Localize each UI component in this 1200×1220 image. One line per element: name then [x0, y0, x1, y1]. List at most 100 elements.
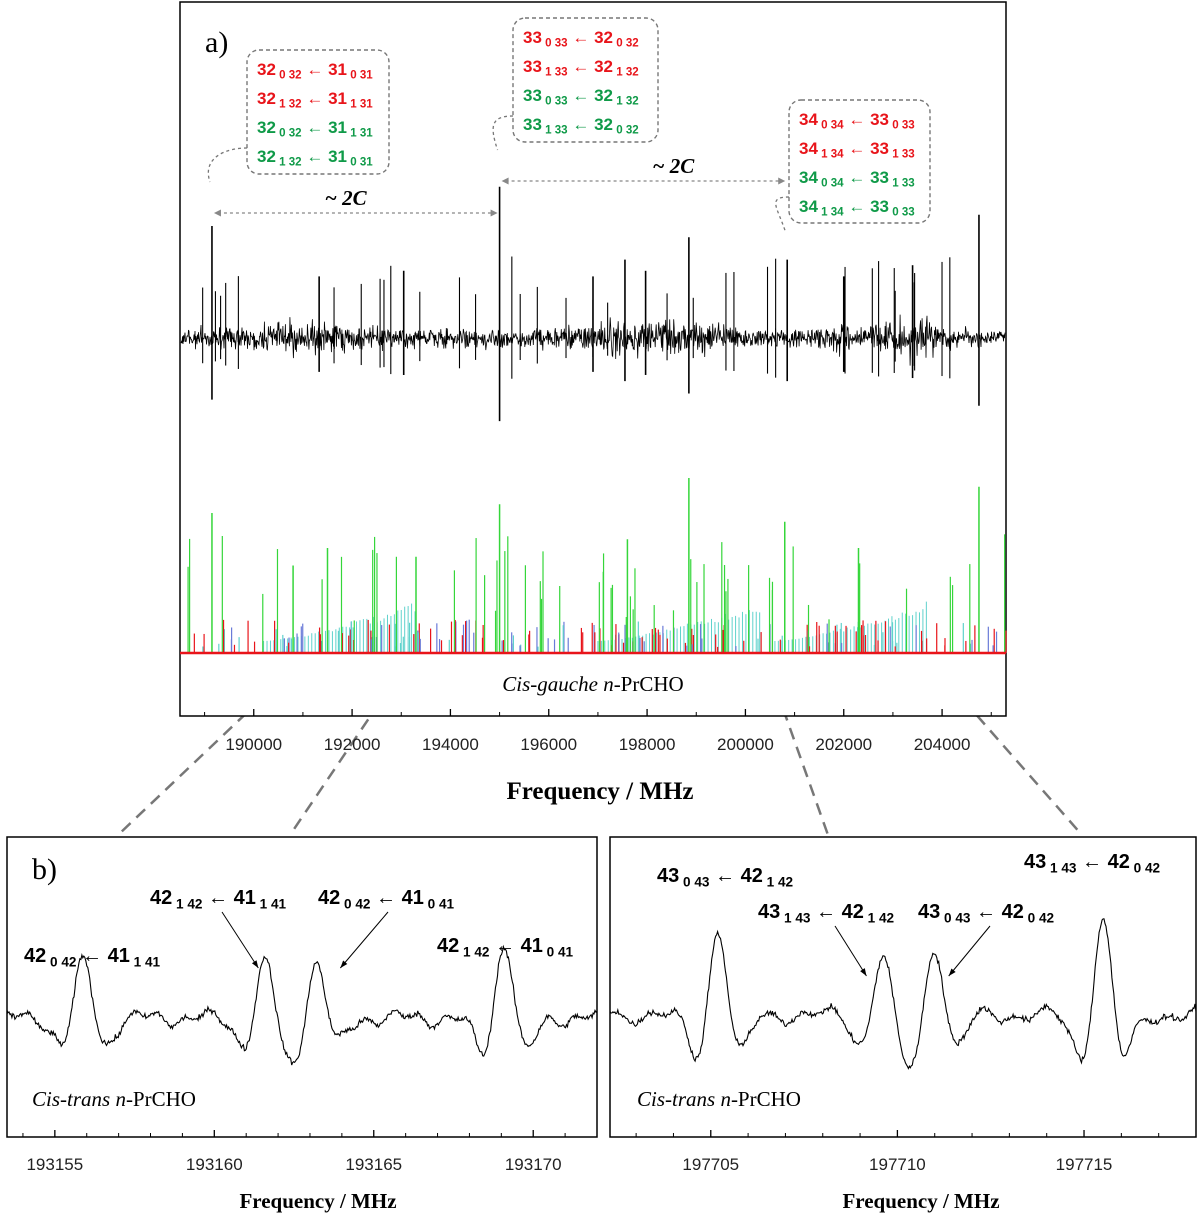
x-tick-label: 200000 [717, 735, 774, 754]
arrow: ← [810, 901, 841, 923]
expanded-trace [609, 918, 1197, 1070]
lower-ka-kc: 0 42 [1130, 860, 1161, 875]
transition-label: 34 0 34 ← 33 0 33 [799, 110, 915, 132]
x-tick-label: 193165 [345, 1155, 402, 1174]
spacing-label: ~ 2C [325, 186, 368, 210]
panel-b-right-x-ticks: 197705 197710 197715 [635, 1130, 1160, 1174]
arrow: ← [76, 945, 107, 967]
panel-a-x-ticks: 190000 192000 194000 196000 198000 200000 2020… [204, 709, 992, 754]
experimental-spectrum [180, 186, 1006, 422]
pointer-head [340, 960, 348, 968]
panel-b-left-x-axis-title: Frequency / MHz [239, 1189, 396, 1213]
upper-ka-kc: 0 43 [679, 874, 710, 889]
upper-j: 42 [24, 945, 46, 967]
upper-j: 32 [257, 147, 276, 166]
x-tick-label: 193160 [186, 1155, 243, 1174]
upper-j: 33 [523, 86, 542, 105]
pointer-line [948, 925, 991, 977]
lower-j: 32 [594, 115, 613, 134]
lower-j: 32 [594, 86, 613, 105]
species-rest: -PrCHO [731, 1087, 801, 1111]
upper-ka-kc: 1 42 [459, 944, 490, 959]
upper-j: 42 [318, 887, 340, 909]
species-n: n [115, 1087, 126, 1111]
upper-ka-kc: 0 32 [276, 128, 302, 140]
transition-label: 32 0 32 ← 31 1 31 [257, 118, 373, 140]
x-tick-label: 194000 [422, 735, 479, 754]
species-italic: Cis-trans [637, 1087, 715, 1111]
upper-ka-kc: 1 43 [780, 910, 811, 925]
panel-a: a) Cis-gauche n-PrCHO 190000 192000 194000… [179, 1, 1007, 805]
lower-ka-kc: 0 41 [543, 944, 574, 959]
lower-ka-kc: 0 33 [889, 207, 915, 219]
upper-j: 43 [1024, 851, 1046, 873]
upper-ka-kc: 0 33 [542, 96, 568, 108]
arrow: ← [970, 901, 1001, 923]
lower-j: 42 [1002, 901, 1024, 923]
expanded-trace [6, 944, 598, 1066]
transition-box-connector [775, 196, 790, 232]
arrow: ← [302, 118, 328, 137]
lower-ka-kc: 1 41 [256, 896, 287, 911]
transition-label: 42 1 42 ← 41 1 41 [150, 887, 287, 911]
upper-j: 34 [799, 197, 818, 216]
upper-j: 32 [257, 60, 276, 79]
panel-a-label: a) [205, 26, 228, 59]
x-tick-label: 196000 [520, 735, 577, 754]
lower-ka-kc: 1 33 [889, 178, 915, 190]
lower-j: 32 [594, 57, 613, 76]
pointer-line [339, 911, 389, 969]
species-n: n [603, 672, 614, 696]
transition-box [512, 17, 659, 143]
upper-ka-kc: 1 32 [276, 157, 302, 169]
lower-j: 33 [870, 168, 889, 187]
upper-ka-kc: 1 33 [542, 67, 568, 79]
x-tick-label: 197710 [869, 1155, 926, 1174]
lower-j: 31 [328, 147, 347, 166]
x-tick-label: 204000 [914, 735, 971, 754]
upper-ka-kc: 1 33 [542, 125, 568, 137]
transition-label: 42 0 42 ← 41 1 41 [24, 945, 161, 969]
x-tick-label: 193170 [505, 1155, 562, 1174]
x-tick-label: 193155 [26, 1155, 83, 1174]
lower-j: 42 [842, 901, 864, 923]
transition-label: 33 0 33 ← 32 0 32 [523, 28, 639, 50]
lower-j: 42 [1108, 851, 1130, 873]
upper-ka-kc: 0 42 [46, 954, 77, 969]
arrow: ← [568, 57, 594, 76]
lower-ka-kc: 0 31 [347, 70, 373, 82]
transition-label: 33 1 33 ← 32 1 32 [523, 57, 639, 79]
upper-ka-kc: 0 33 [542, 38, 568, 50]
panel-b-left-x-ticks: 193155 193160 193165 193170 [22, 1130, 566, 1174]
lower-ka-kc: 1 41 [130, 954, 161, 969]
lower-ka-kc: 1 32 [613, 96, 639, 108]
pointer-head [948, 968, 956, 976]
panel-b-right-trace [609, 918, 1197, 1070]
x-tick-label: 198000 [619, 735, 676, 754]
lower-j: 41 [108, 945, 130, 967]
upper-j: 32 [257, 89, 276, 108]
lower-ka-kc: 1 42 [864, 910, 895, 925]
lower-j: 33 [870, 139, 889, 158]
transition-label: 43 1 43 ← 42 0 42 [1024, 851, 1161, 875]
transition-label: 32 1 32 ← 31 1 31 [257, 89, 373, 111]
upper-j: 32 [257, 118, 276, 137]
spacing-arrow-head [501, 177, 509, 185]
arrow: ← [489, 935, 520, 957]
upper-j: 34 [799, 168, 818, 187]
upper-j: 42 [150, 887, 172, 909]
lower-ka-kc: 1 32 [613, 67, 639, 79]
x-tick-label: 197705 [682, 1155, 739, 1174]
spacing-arrow-head [213, 209, 221, 217]
panel-a-species-label: Cis-gauche n-PrCHO [502, 672, 683, 696]
arrow: ← [302, 60, 328, 79]
spacing-label: ~ 2C [653, 154, 696, 178]
upper-j: 33 [523, 57, 542, 76]
upper-ka-kc: 0 43 [940, 910, 971, 925]
arrow: ← [202, 887, 233, 909]
x-tick-label: 192000 [324, 735, 381, 754]
upper-ka-kc: 1 32 [276, 99, 302, 111]
panel-b-right-frame [609, 836, 1197, 1138]
